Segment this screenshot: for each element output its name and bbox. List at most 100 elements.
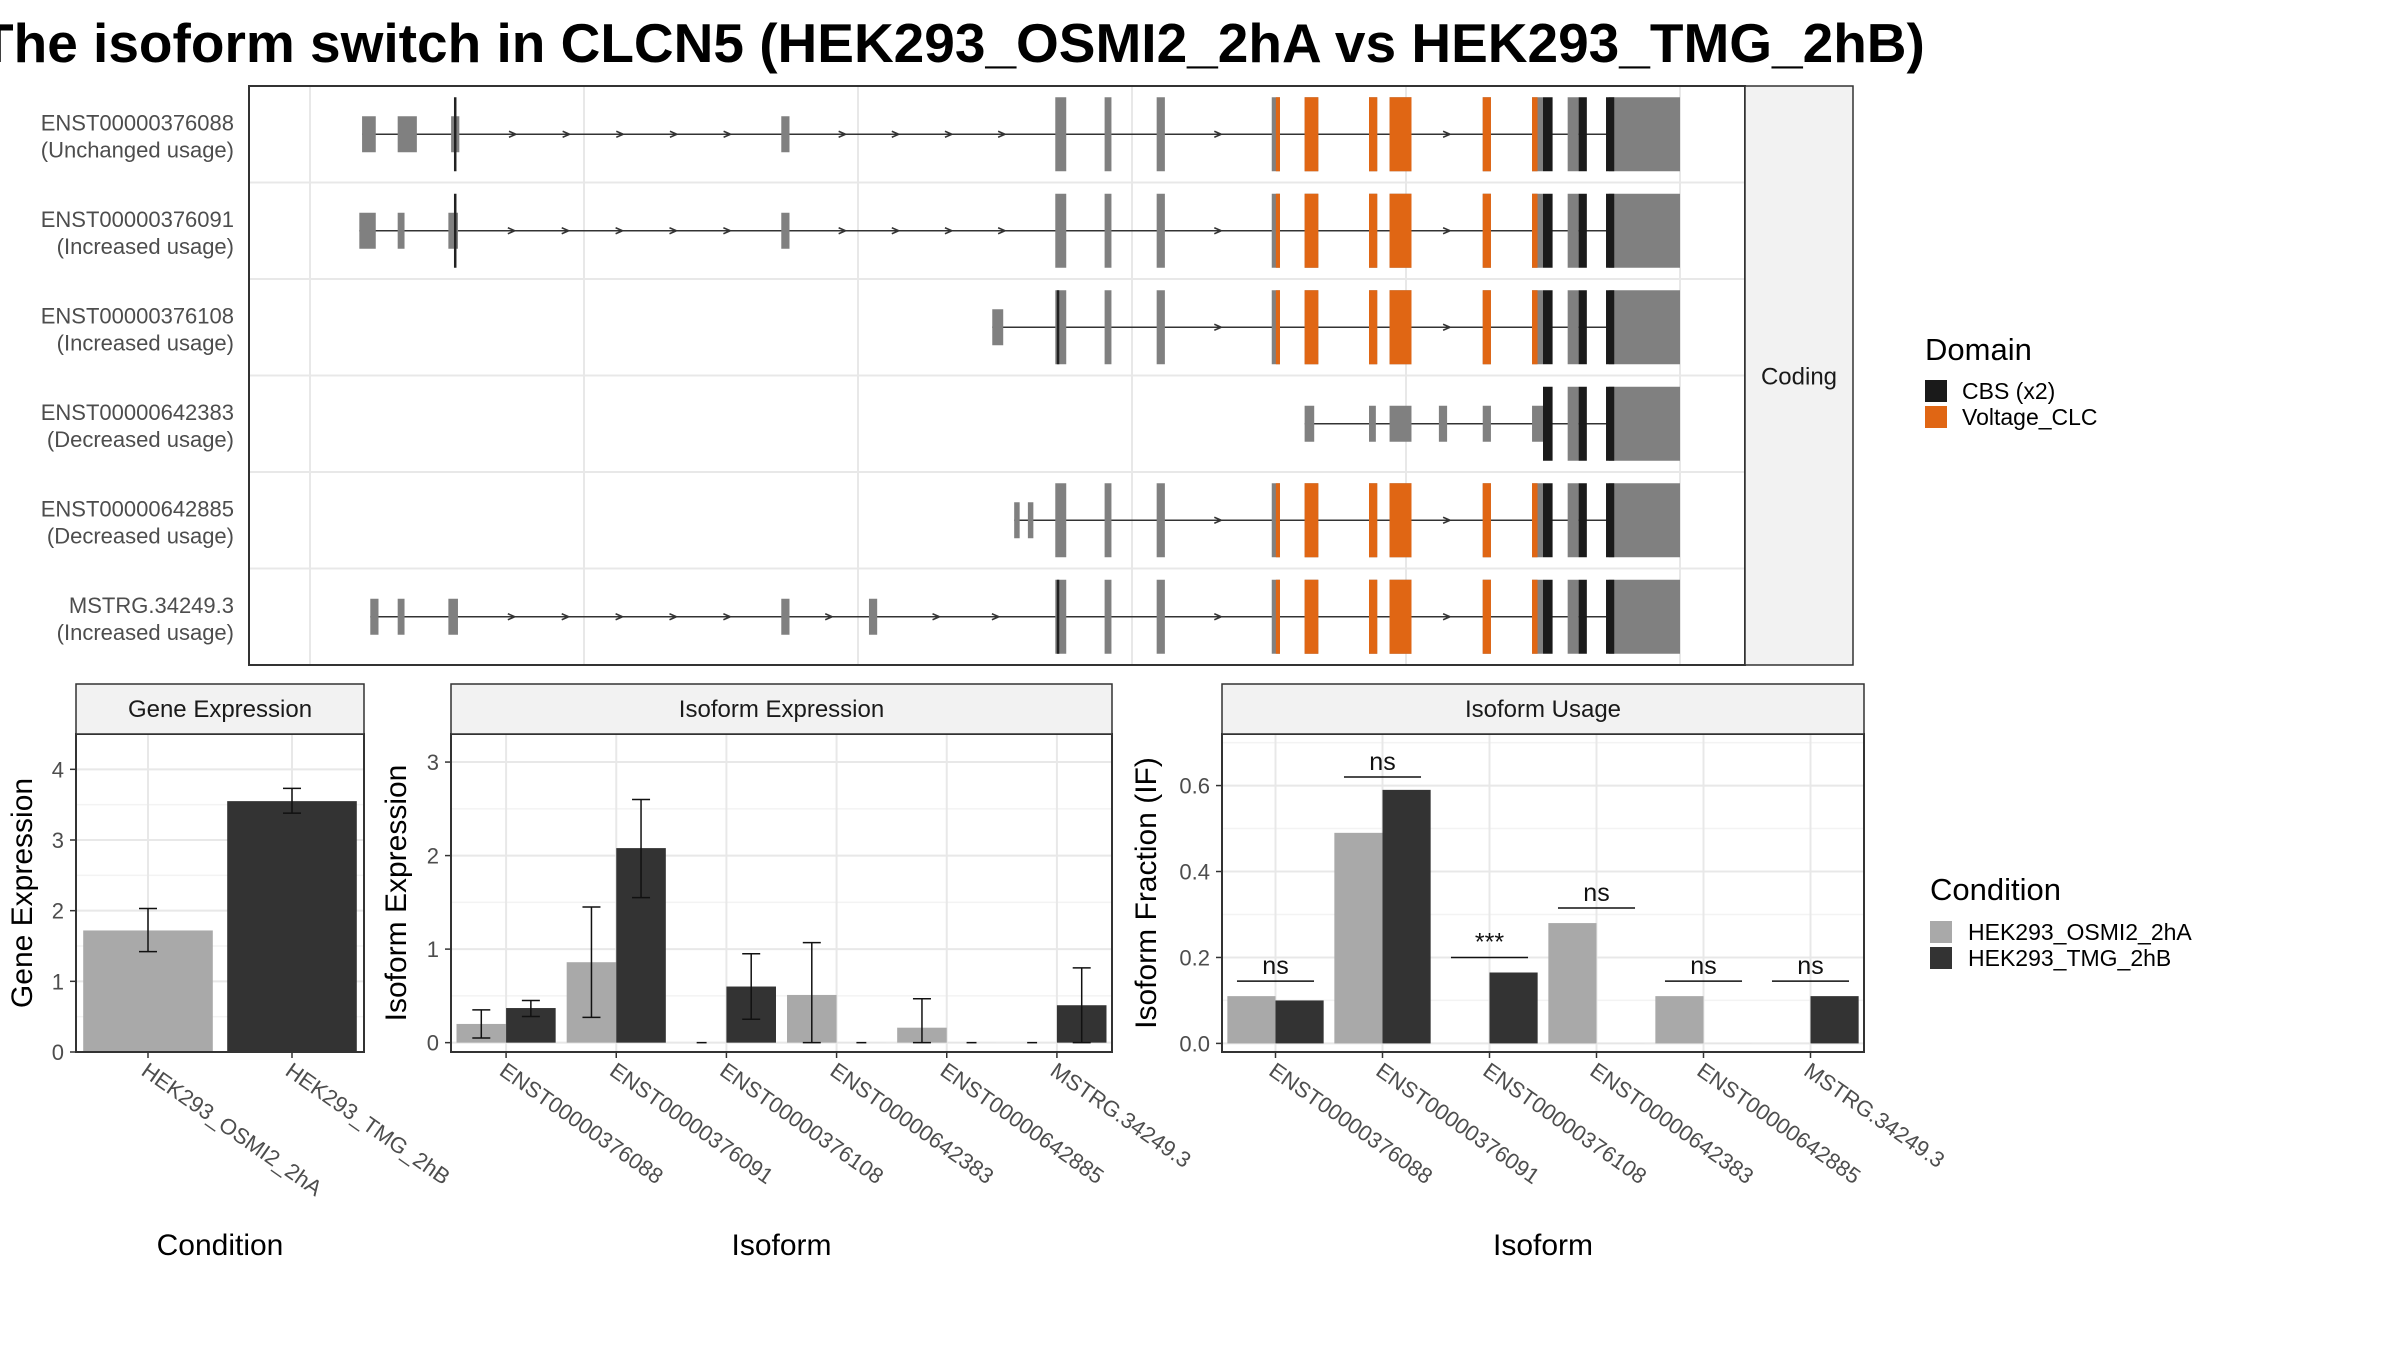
y-axis-title: Gene Expression [6,778,39,1008]
utr-exon [781,212,790,249]
y-tick-label: 3 [52,828,64,853]
utr-exon [1614,309,1680,346]
x-axis-title: Condition [157,1229,284,1262]
significance-label: ns [1369,748,1395,776]
cds-exon [1156,483,1165,558]
voltage-clc-domain [1304,579,1319,654]
facet-label: Coding [1761,364,1837,391]
direction-arrow [507,613,517,621]
utr-exon [1438,405,1448,442]
voltage-clc-domain [1369,97,1378,172]
cbs-domain [1543,386,1553,461]
cds-exon [1567,290,1579,365]
direction-arrow [615,613,625,621]
utr-exon [1614,598,1680,635]
utr-exon [397,598,405,635]
y-tick-label: 2 [52,899,64,924]
voltage-clc-domain [1275,290,1280,365]
utr-exon [362,116,376,153]
cbs-domain [1543,193,1553,268]
direction-arrow [1442,613,1453,621]
panel-title: Gene Expression [128,696,312,723]
utr-exon [1614,405,1680,442]
cds-exon [1104,483,1112,558]
direction-arrow [1442,130,1453,138]
direction-arrow [723,613,733,621]
voltage-clc-domain [1304,97,1319,172]
utr-exon [1027,502,1034,539]
direction-arrow [824,613,835,621]
y-tick-label: 0.6 [1179,774,1210,799]
significance-label: *** [1475,928,1504,956]
transcript-row: ENST00000376108(Increased usage) [41,290,1680,365]
utr-exon [397,116,417,153]
cds-exon [1055,579,1067,654]
condition-legend-title: Condition [1930,872,2061,907]
direction-arrow [944,130,954,138]
voltage-clc-domain [1389,579,1412,654]
bar [1227,996,1276,1044]
panel-title: Isoform Usage [1465,696,1621,723]
transcript-id-label: ENST00000376091 [41,207,234,232]
voltage-clc-domain [1389,193,1412,268]
cbs-domain [1578,579,1587,654]
condition-legend-label: HEK293_OSMI2_2hA [1968,919,2192,945]
panel-strip [450,683,1113,735]
utr-exon [448,212,458,249]
voltage-clc-domain [1482,483,1491,558]
transcript-id-label: ENST00000642885 [41,496,234,521]
y-tick-label: 0.4 [1179,860,1210,885]
cds-exon [1567,97,1579,172]
direction-arrow [1214,227,1224,235]
cbs-domain [1606,386,1615,461]
transcript-row: ENST00000376088(Unchanged usage) [41,97,1680,172]
cbs-domain [1606,579,1615,654]
y-tick-label: 4 [52,757,64,782]
transcript-usage-label: (Increased usage) [57,620,234,645]
direction-arrow [616,130,626,138]
condition-legend-label: HEK293_TMG_2hB [1968,945,2171,971]
cbs-domain [1578,290,1587,365]
voltage-clc-domain [1482,290,1491,365]
domain-legend-key [1925,406,1947,428]
transcript-usage-label: (Decreased usage) [47,427,234,452]
voltage-clc-domain [1389,483,1412,558]
voltage-clc-domain [1532,483,1538,558]
voltage-clc-domain [1532,193,1538,268]
x-axis-title: Isoform [1493,1229,1593,1262]
direction-arrow [723,227,733,235]
y-tick-label: 1 [52,969,64,994]
voltage-clc-domain [1532,97,1538,172]
transcript-usage-label: (Decreased usage) [47,523,234,548]
cds-exon [1567,386,1579,461]
cbs-domain [1578,97,1587,172]
cds-exon [1567,579,1579,654]
voltage-clc-domain [1532,579,1538,654]
direction-arrow [891,227,901,235]
voltage-clc-domain [1304,193,1319,268]
cds-exon [1055,483,1067,558]
direction-arrow [507,227,517,235]
bar [1489,972,1538,1044]
condition-legend-key [1930,921,1952,943]
utr-exon [1614,502,1680,539]
gene-structure-panel: ENST00000376088(Unchanged usage) ENST0000… [41,85,1854,666]
voltage-clc-domain [1369,290,1378,365]
x-axis-title: Isoform [731,1229,831,1262]
voltage-clc-domain [1275,483,1280,558]
direction-arrow [669,613,679,621]
voltage-clc-domain [1304,290,1319,365]
bar [1334,832,1383,1044]
utr-exon [1482,405,1491,442]
cds-exon [1104,193,1112,268]
plot-background [1222,734,1864,1052]
utr-exon [1532,405,1543,442]
cds-exon [1567,193,1579,268]
figure-title: The isoform switch in CLCN5 (HEK293_OSMI… [0,12,1925,74]
cbs-domain [1606,97,1615,172]
direction-arrow [1214,613,1224,621]
direction-arrow [838,227,848,235]
cds-exon [1156,97,1165,172]
domain-legend-title: Domain [1925,332,2032,367]
